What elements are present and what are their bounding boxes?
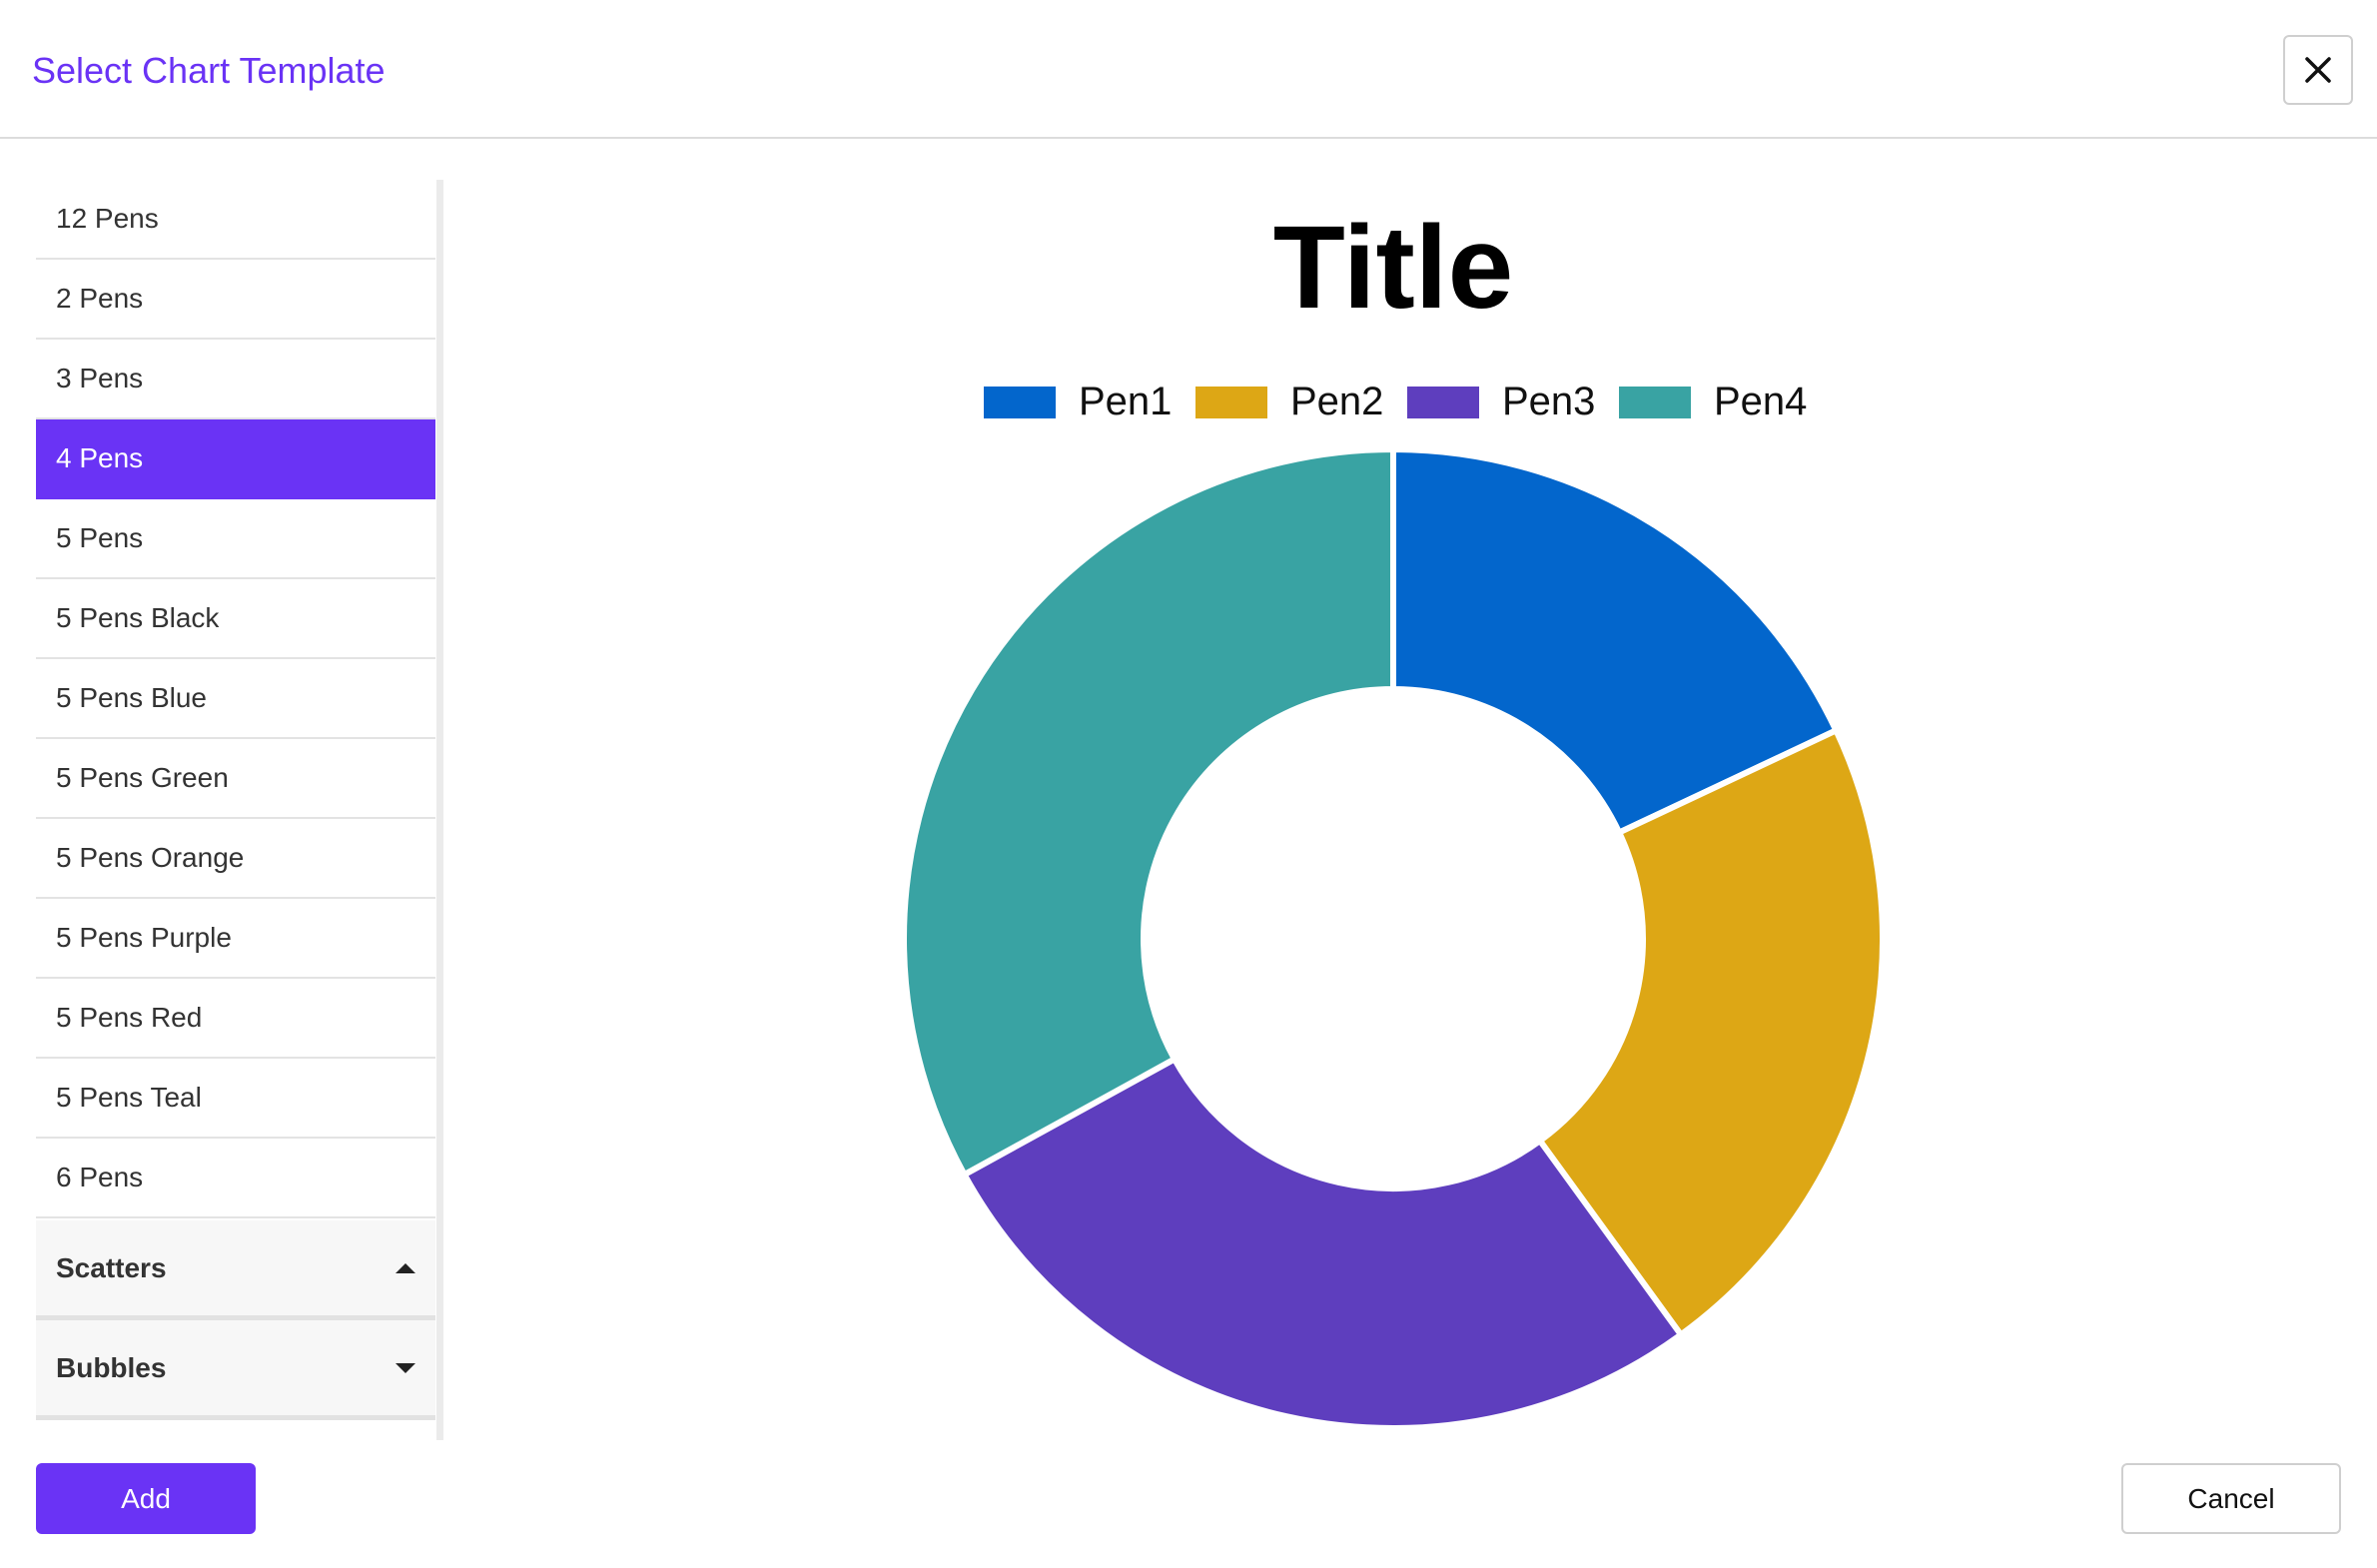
legend-label[interactable]: Pen3 bbox=[1502, 380, 1595, 423]
list-item[interactable]: 5 Pens Red bbox=[36, 979, 435, 1059]
legend-swatch bbox=[1619, 387, 1691, 418]
list-item[interactable]: 3 Pens bbox=[36, 340, 435, 419]
list-item-label: 5 Pens bbox=[56, 522, 144, 553]
caret-up-icon bbox=[396, 1262, 415, 1273]
list-item-label: 5 Pens Black bbox=[56, 602, 220, 633]
list-item-label: 12 Pens bbox=[56, 203, 159, 234]
list-item[interactable]: 5 Pens Blue bbox=[36, 659, 435, 739]
dialog-title: Select Chart Template bbox=[32, 50, 386, 91]
close-icon bbox=[2305, 57, 2331, 83]
legend-label[interactable]: Pen2 bbox=[1290, 380, 1383, 423]
group-label: Scatters bbox=[56, 1251, 167, 1283]
list-item-label: 5 Pens Red bbox=[56, 1002, 203, 1033]
list-scrollbar[interactable] bbox=[436, 180, 443, 1440]
slice-pen3[interactable] bbox=[960, 1055, 1686, 1431]
list-item-label: 5 Pens Blue bbox=[56, 682, 207, 713]
list-item-label: 5 Pens Green bbox=[56, 762, 229, 793]
caret-down-icon bbox=[396, 1362, 415, 1373]
list-item-label: 2 Pens bbox=[56, 283, 144, 314]
group-header-scatters[interactable]: Scatters bbox=[36, 1220, 435, 1320]
group-header-bubbles[interactable]: Bubbles bbox=[36, 1320, 435, 1420]
cancel-button[interactable]: Cancel bbox=[2121, 1463, 2341, 1534]
chart-title: Title bbox=[1273, 202, 1513, 334]
list-item[interactable]: 5 Pens bbox=[36, 499, 435, 579]
list-item[interactable]: 5 Pens Teal bbox=[36, 1059, 435, 1139]
list-item-label: 3 Pens bbox=[56, 363, 144, 393]
doughnut-chart: Title Pen1 Pen2 Pen3 Pen4 bbox=[901, 202, 1886, 1431]
list-item[interactable]: 12 Pens bbox=[36, 180, 435, 260]
list-item[interactable]: 5 Pens Green bbox=[36, 739, 435, 819]
add-button[interactable]: Add bbox=[36, 1463, 256, 1534]
legend-label[interactable]: Pen4 bbox=[1714, 380, 1807, 423]
template-list: 12 Pens 2 Pens 3 Pens 4 Pens 5 Pens 5 Pe… bbox=[36, 180, 443, 1440]
slice-pen1[interactable] bbox=[1390, 445, 1841, 837]
legend-swatch bbox=[1195, 387, 1267, 418]
chart-preview: Title Pen1 Pen2 Pen3 Pen4 bbox=[459, 180, 2337, 1440]
list-item-selected[interactable]: 4 Pens bbox=[36, 419, 435, 499]
legend-swatch bbox=[984, 387, 1056, 418]
list-item-label: 6 Pens bbox=[56, 1162, 144, 1192]
list-item[interactable]: 2 Pens bbox=[36, 260, 435, 340]
legend-swatch bbox=[1407, 387, 1479, 418]
group-label: Bubbles bbox=[56, 1351, 167, 1383]
dialog-header: Select Chart Template bbox=[0, 0, 2377, 139]
slice-pen4[interactable] bbox=[901, 445, 1396, 1179]
close-button[interactable] bbox=[2283, 35, 2353, 105]
slice-pen2[interactable] bbox=[1535, 726, 1886, 1339]
list-item[interactable]: 5 Pens Black bbox=[36, 579, 435, 659]
list-item[interactable]: 5 Pens Purple bbox=[36, 899, 435, 979]
list-item-label: 5 Pens Teal bbox=[56, 1082, 202, 1113]
list-item[interactable]: 5 Pens Orange bbox=[36, 819, 435, 899]
chart-legend: Pen1 Pen2 Pen3 Pen4 bbox=[984, 380, 1807, 423]
list-item-label: 4 Pens bbox=[56, 442, 144, 473]
list-item-label: 5 Pens Purple bbox=[56, 922, 232, 953]
chart-slices bbox=[901, 445, 1886, 1431]
legend-label[interactable]: Pen1 bbox=[1079, 380, 1172, 423]
list-item-label: 5 Pens Orange bbox=[56, 842, 245, 873]
list-item[interactable]: 6 Pens bbox=[36, 1139, 435, 1218]
